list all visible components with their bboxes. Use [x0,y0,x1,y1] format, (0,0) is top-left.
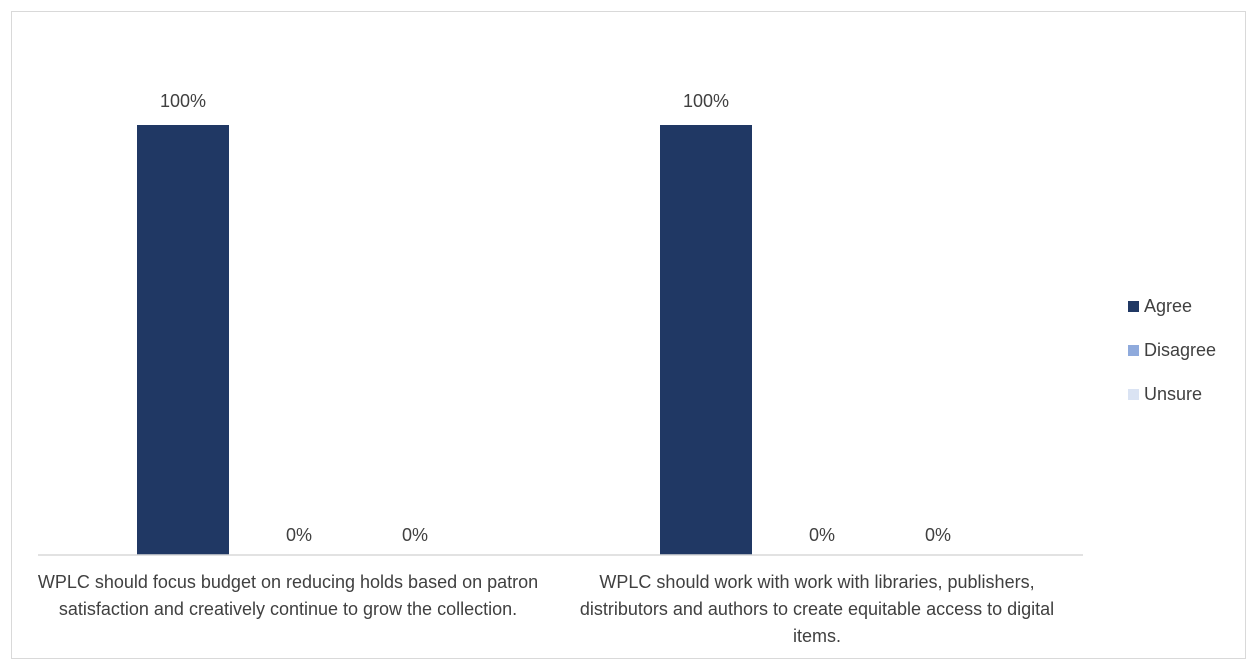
data-label-disagree-category-1: 0% [286,525,312,545]
legend-item-agree: Agree [1128,284,1216,328]
legend-item-unsure: Unsure [1128,372,1216,416]
legend-swatch-agree [1128,300,1139,312]
legend-swatch-disagree [1128,344,1139,356]
data-label-unsure-category-2: 0% [925,525,951,545]
bar-agree-category-2 [660,125,752,555]
data-label-agree-category-1: 100% [160,91,206,111]
bar-agree-category-1 [137,125,229,555]
data-label-agree-category-2: 100% [683,91,729,111]
legend-label-unsure: Unsure [1144,383,1203,404]
legend: Agree Disagree Unsure [1128,284,1216,416]
data-label-unsure-category-1: 0% [402,525,428,545]
legend-item-disagree: Disagree [1128,328,1216,372]
data-label-disagree-category-2: 0% [809,525,835,545]
legend-label-agree: Agree [1144,295,1193,316]
bars-layer [137,125,752,555]
legend-swatch-unsure [1128,388,1139,400]
category-label-1: WPLC should focus budget on reducing hol… [37,572,539,619]
category-label-2: WPLC should work with work with librarie… [579,572,1055,646]
data-labels-layer: 100% 0% 0% 100% 0% 0% [160,91,951,545]
legend-label-disagree: Disagree [1144,339,1217,360]
